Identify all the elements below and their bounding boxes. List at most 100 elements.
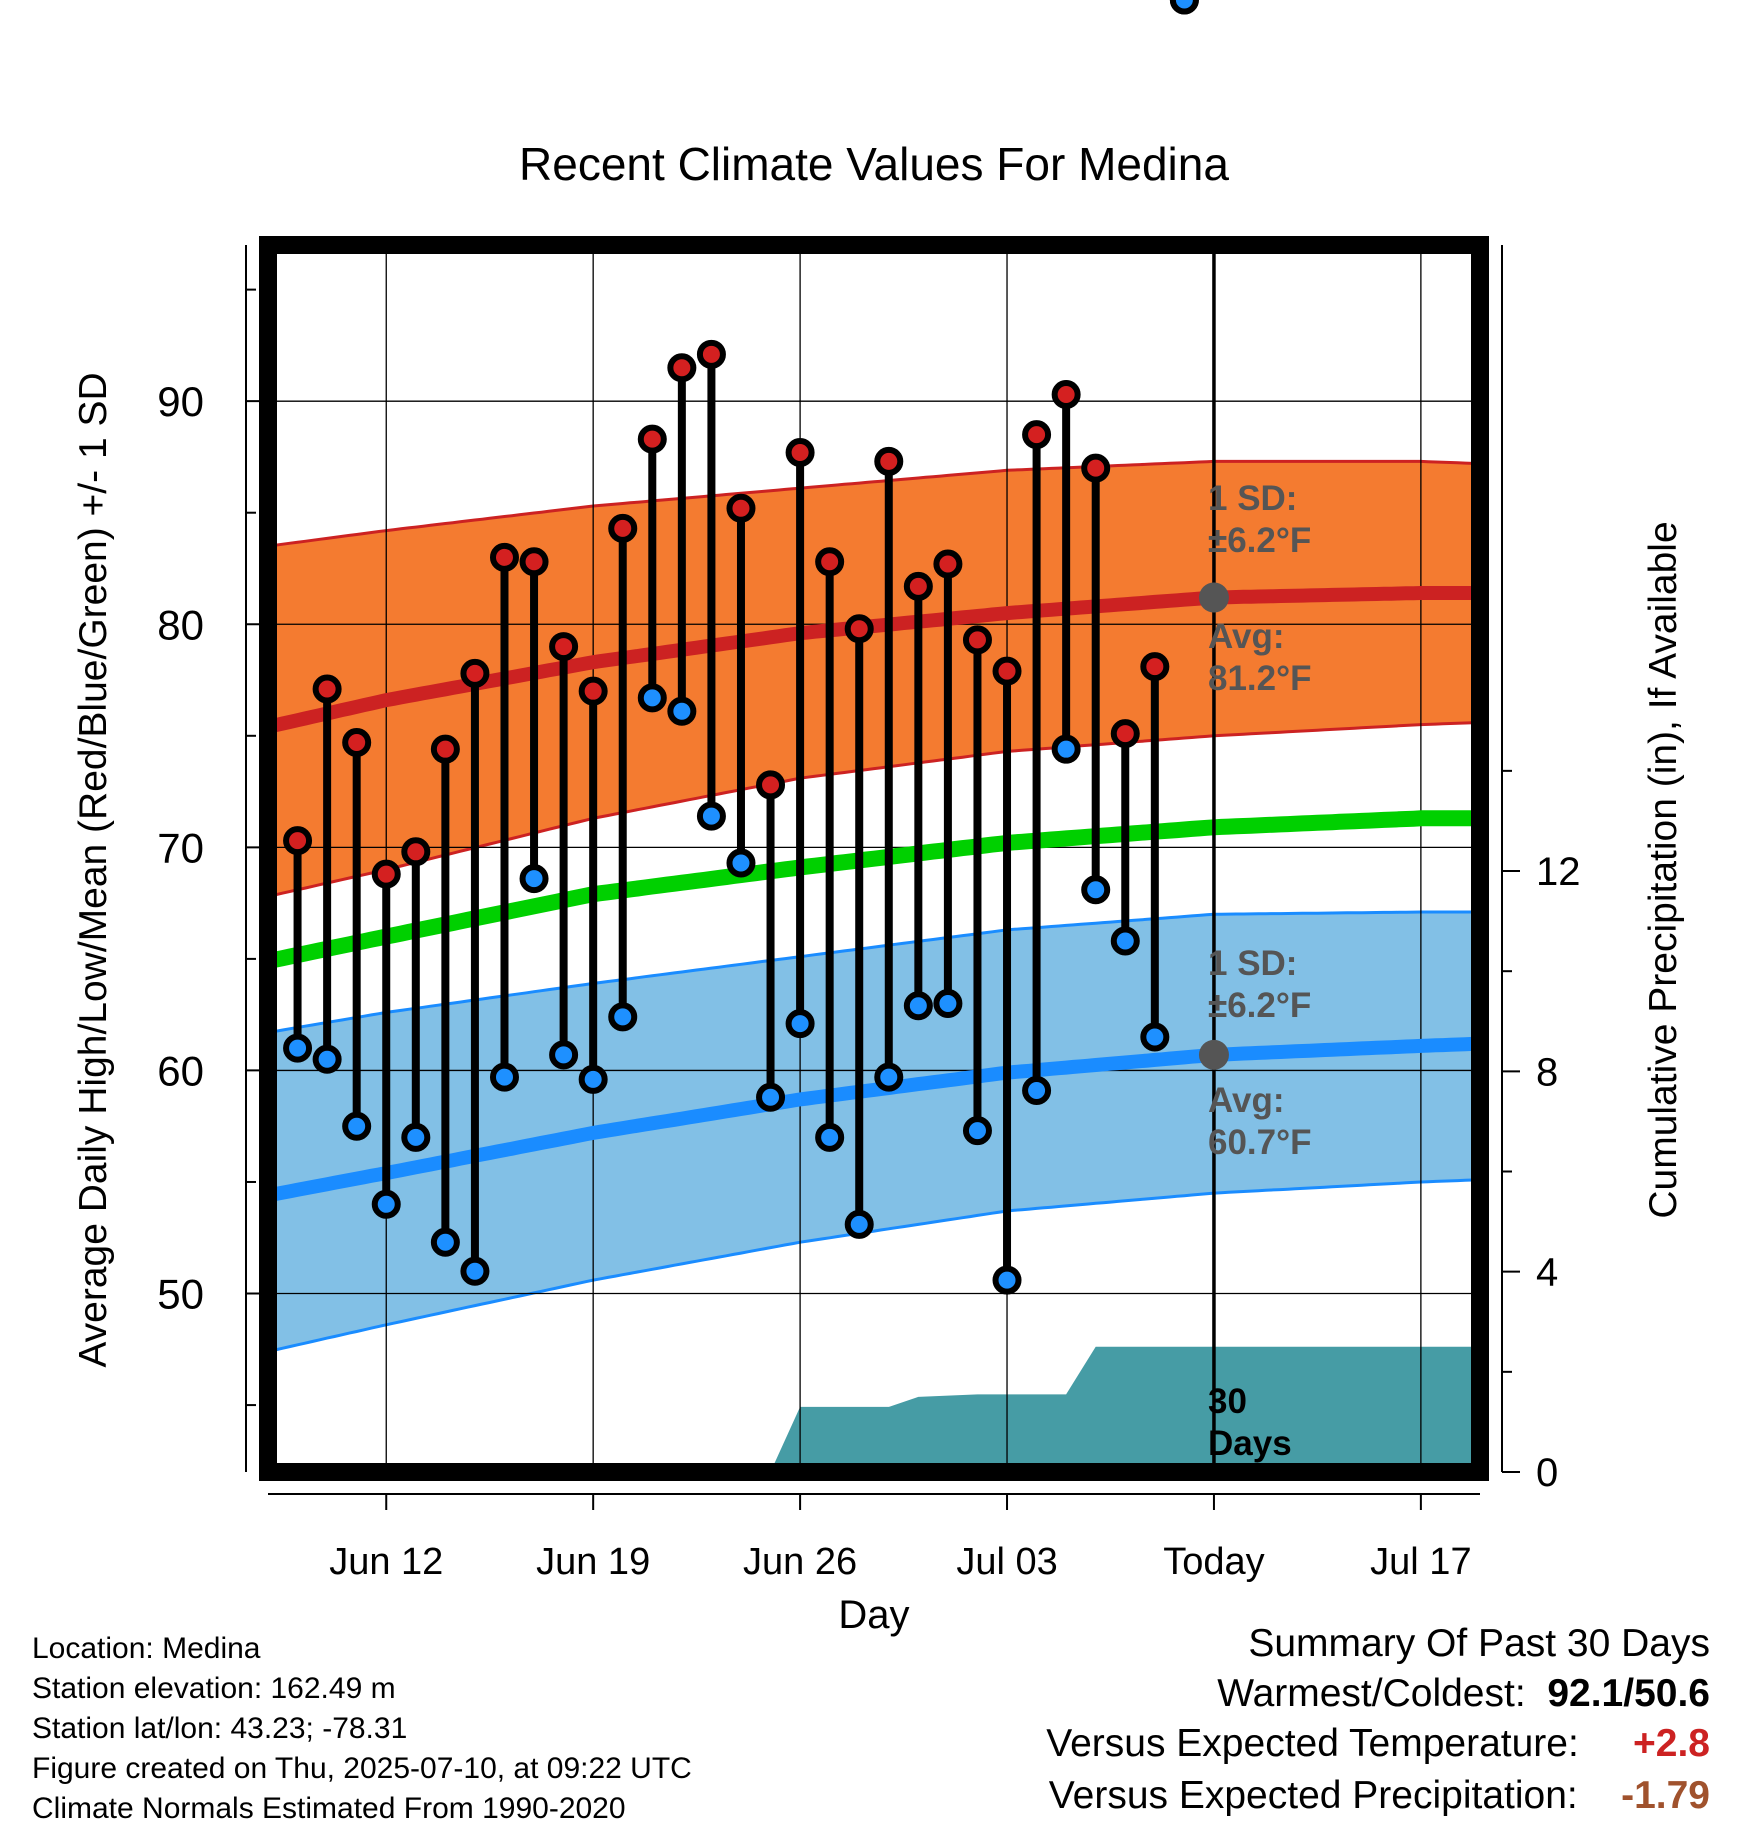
summary-warm-cold: Warmest/Coldest: 92.1/50.6 xyxy=(1217,1672,1710,1716)
coldest-value: 50.6 xyxy=(1634,1672,1710,1715)
daily-high-point xyxy=(460,658,490,688)
x-tick-label: Jul 03 xyxy=(956,1541,1057,1583)
daily-low-point xyxy=(1169,0,1199,15)
today-line-group xyxy=(1198,245,1229,1472)
today-low-avg-marker xyxy=(1198,1039,1229,1070)
daily-low-point xyxy=(371,1189,401,1219)
high-sd-band xyxy=(268,461,1480,897)
plot-border xyxy=(259,236,1489,1481)
daily-high-point xyxy=(933,549,963,579)
days-annotation-2: Days xyxy=(1208,1424,1292,1463)
daily-low-point xyxy=(962,1116,992,1146)
chart-title: Recent Climate Values For Medina xyxy=(519,138,1229,190)
daily-low-point xyxy=(903,991,933,1021)
daily-dots xyxy=(283,0,1199,1295)
daily-low-point xyxy=(1051,734,1081,764)
y-tick-label: 90 xyxy=(157,378,204,425)
daily-high-point xyxy=(667,353,697,383)
daily-high-point xyxy=(519,547,549,577)
high-lower-edge xyxy=(268,720,1480,898)
y2-tick-label: 4 xyxy=(1536,1251,1558,1295)
daily-high-point xyxy=(844,614,874,644)
high-avg-annotation-1: Avg: xyxy=(1208,617,1284,656)
high-avg-annotation-2: 81.2°F xyxy=(1208,659,1312,698)
daily-low-point xyxy=(283,1033,313,1063)
daily-high-point xyxy=(903,571,933,601)
daily-high-point xyxy=(1051,379,1081,409)
daily-high-point xyxy=(430,734,460,764)
daily-low-point xyxy=(608,1002,638,1032)
y2-tick-label: 8 xyxy=(1536,1050,1558,1094)
normal-bands xyxy=(268,459,1480,1353)
x-tick-label: Jun 12 xyxy=(329,1541,443,1583)
daily-low-point xyxy=(430,1227,460,1257)
high-sd-annotation-2: ±6.2°F xyxy=(1208,521,1311,560)
daily-high-point xyxy=(1081,453,1111,483)
daily-high-point xyxy=(1140,652,1170,682)
y-tick-label: 80 xyxy=(157,601,204,648)
low-avg-annotation-2: 60.7°F xyxy=(1208,1123,1312,1162)
daily-low-point xyxy=(342,1111,372,1141)
daily-low-point xyxy=(933,989,963,1019)
y-tick-label: 50 xyxy=(157,1271,204,1318)
temp-value: +2.8 xyxy=(1633,1722,1710,1765)
daily-high-point xyxy=(874,446,904,476)
info-latlon: Station lat/lon: 43.23; -78.31 xyxy=(32,1712,408,1745)
daily-high-point xyxy=(489,542,519,572)
daily-high-point xyxy=(756,770,786,800)
days-annotation-1: 30 xyxy=(1208,1382,1247,1421)
y2-axis-label: Cumulative Precipitation (in), If Availa… xyxy=(1642,521,1685,1218)
daily-high-point xyxy=(371,859,401,889)
daily-low-point xyxy=(785,1009,815,1039)
daily-low-point xyxy=(312,1044,342,1074)
daily-high-point xyxy=(312,674,342,704)
daily-high-point xyxy=(962,625,992,655)
daily-low-point xyxy=(401,1122,431,1152)
daily-high-point xyxy=(992,656,1022,686)
daily-low-point xyxy=(637,683,667,713)
summary-title: Summary Of Past 30 Days xyxy=(1248,1622,1710,1665)
x-tick-label: Jul 17 xyxy=(1370,1541,1471,1583)
daily-low-point xyxy=(519,864,549,894)
high-sd-annotation-1: 1 SD: xyxy=(1208,479,1297,518)
daily-low-point xyxy=(460,1256,490,1286)
precipitation-area xyxy=(770,1346,1480,1472)
precip-label: Versus Expected Precipitation: xyxy=(1048,1774,1578,1817)
daily-low-point xyxy=(578,1064,608,1094)
low-sd-band xyxy=(268,912,1480,1352)
daily-low-point xyxy=(815,1122,845,1152)
daily-low-point xyxy=(756,1082,786,1112)
x-axis-label: Day xyxy=(838,1593,909,1637)
daily-low-point xyxy=(844,1209,874,1239)
info-location: Location: Medina xyxy=(32,1632,261,1665)
daily-high-point xyxy=(342,727,372,757)
daily-high-point xyxy=(1110,719,1140,749)
today-high-avg-marker xyxy=(1198,582,1229,613)
daily-high-point xyxy=(785,437,815,467)
slash: / xyxy=(1623,1672,1635,1715)
info-elevation: Station elevation: 162.49 m xyxy=(32,1672,396,1705)
daily-low-point xyxy=(992,1265,1022,1295)
precip-value: -1.79 xyxy=(1621,1774,1710,1817)
daily-high-point xyxy=(549,632,579,662)
daily-low-point xyxy=(1140,1022,1170,1052)
precip-area xyxy=(770,1346,1480,1472)
temp-label: Versus Expected Temperature: xyxy=(1046,1722,1579,1765)
daily-high-point xyxy=(696,339,726,369)
y2-tick-label: 0 xyxy=(1536,1451,1558,1495)
info-created: Figure created on Thu, 2025-07-10, at 09… xyxy=(32,1752,692,1785)
plot-frame xyxy=(259,236,1489,1481)
daily-high-point xyxy=(726,493,756,523)
summary-precip: Versus Expected Precipitation: -1.79 xyxy=(1049,1774,1710,1818)
daily-range-bars xyxy=(293,354,1159,1281)
y-tick-label: 70 xyxy=(157,824,204,871)
daily-low-point xyxy=(1110,926,1140,956)
high-upper-edge xyxy=(268,459,1480,548)
y2-tick-label: 12 xyxy=(1536,850,1581,894)
daily-low-point xyxy=(667,696,697,726)
mean-avg-line xyxy=(268,810,1480,969)
low-sd-annotation-1: 1 SD: xyxy=(1208,944,1297,983)
daily-low-point xyxy=(489,1062,519,1092)
daily-high-point xyxy=(401,837,431,867)
